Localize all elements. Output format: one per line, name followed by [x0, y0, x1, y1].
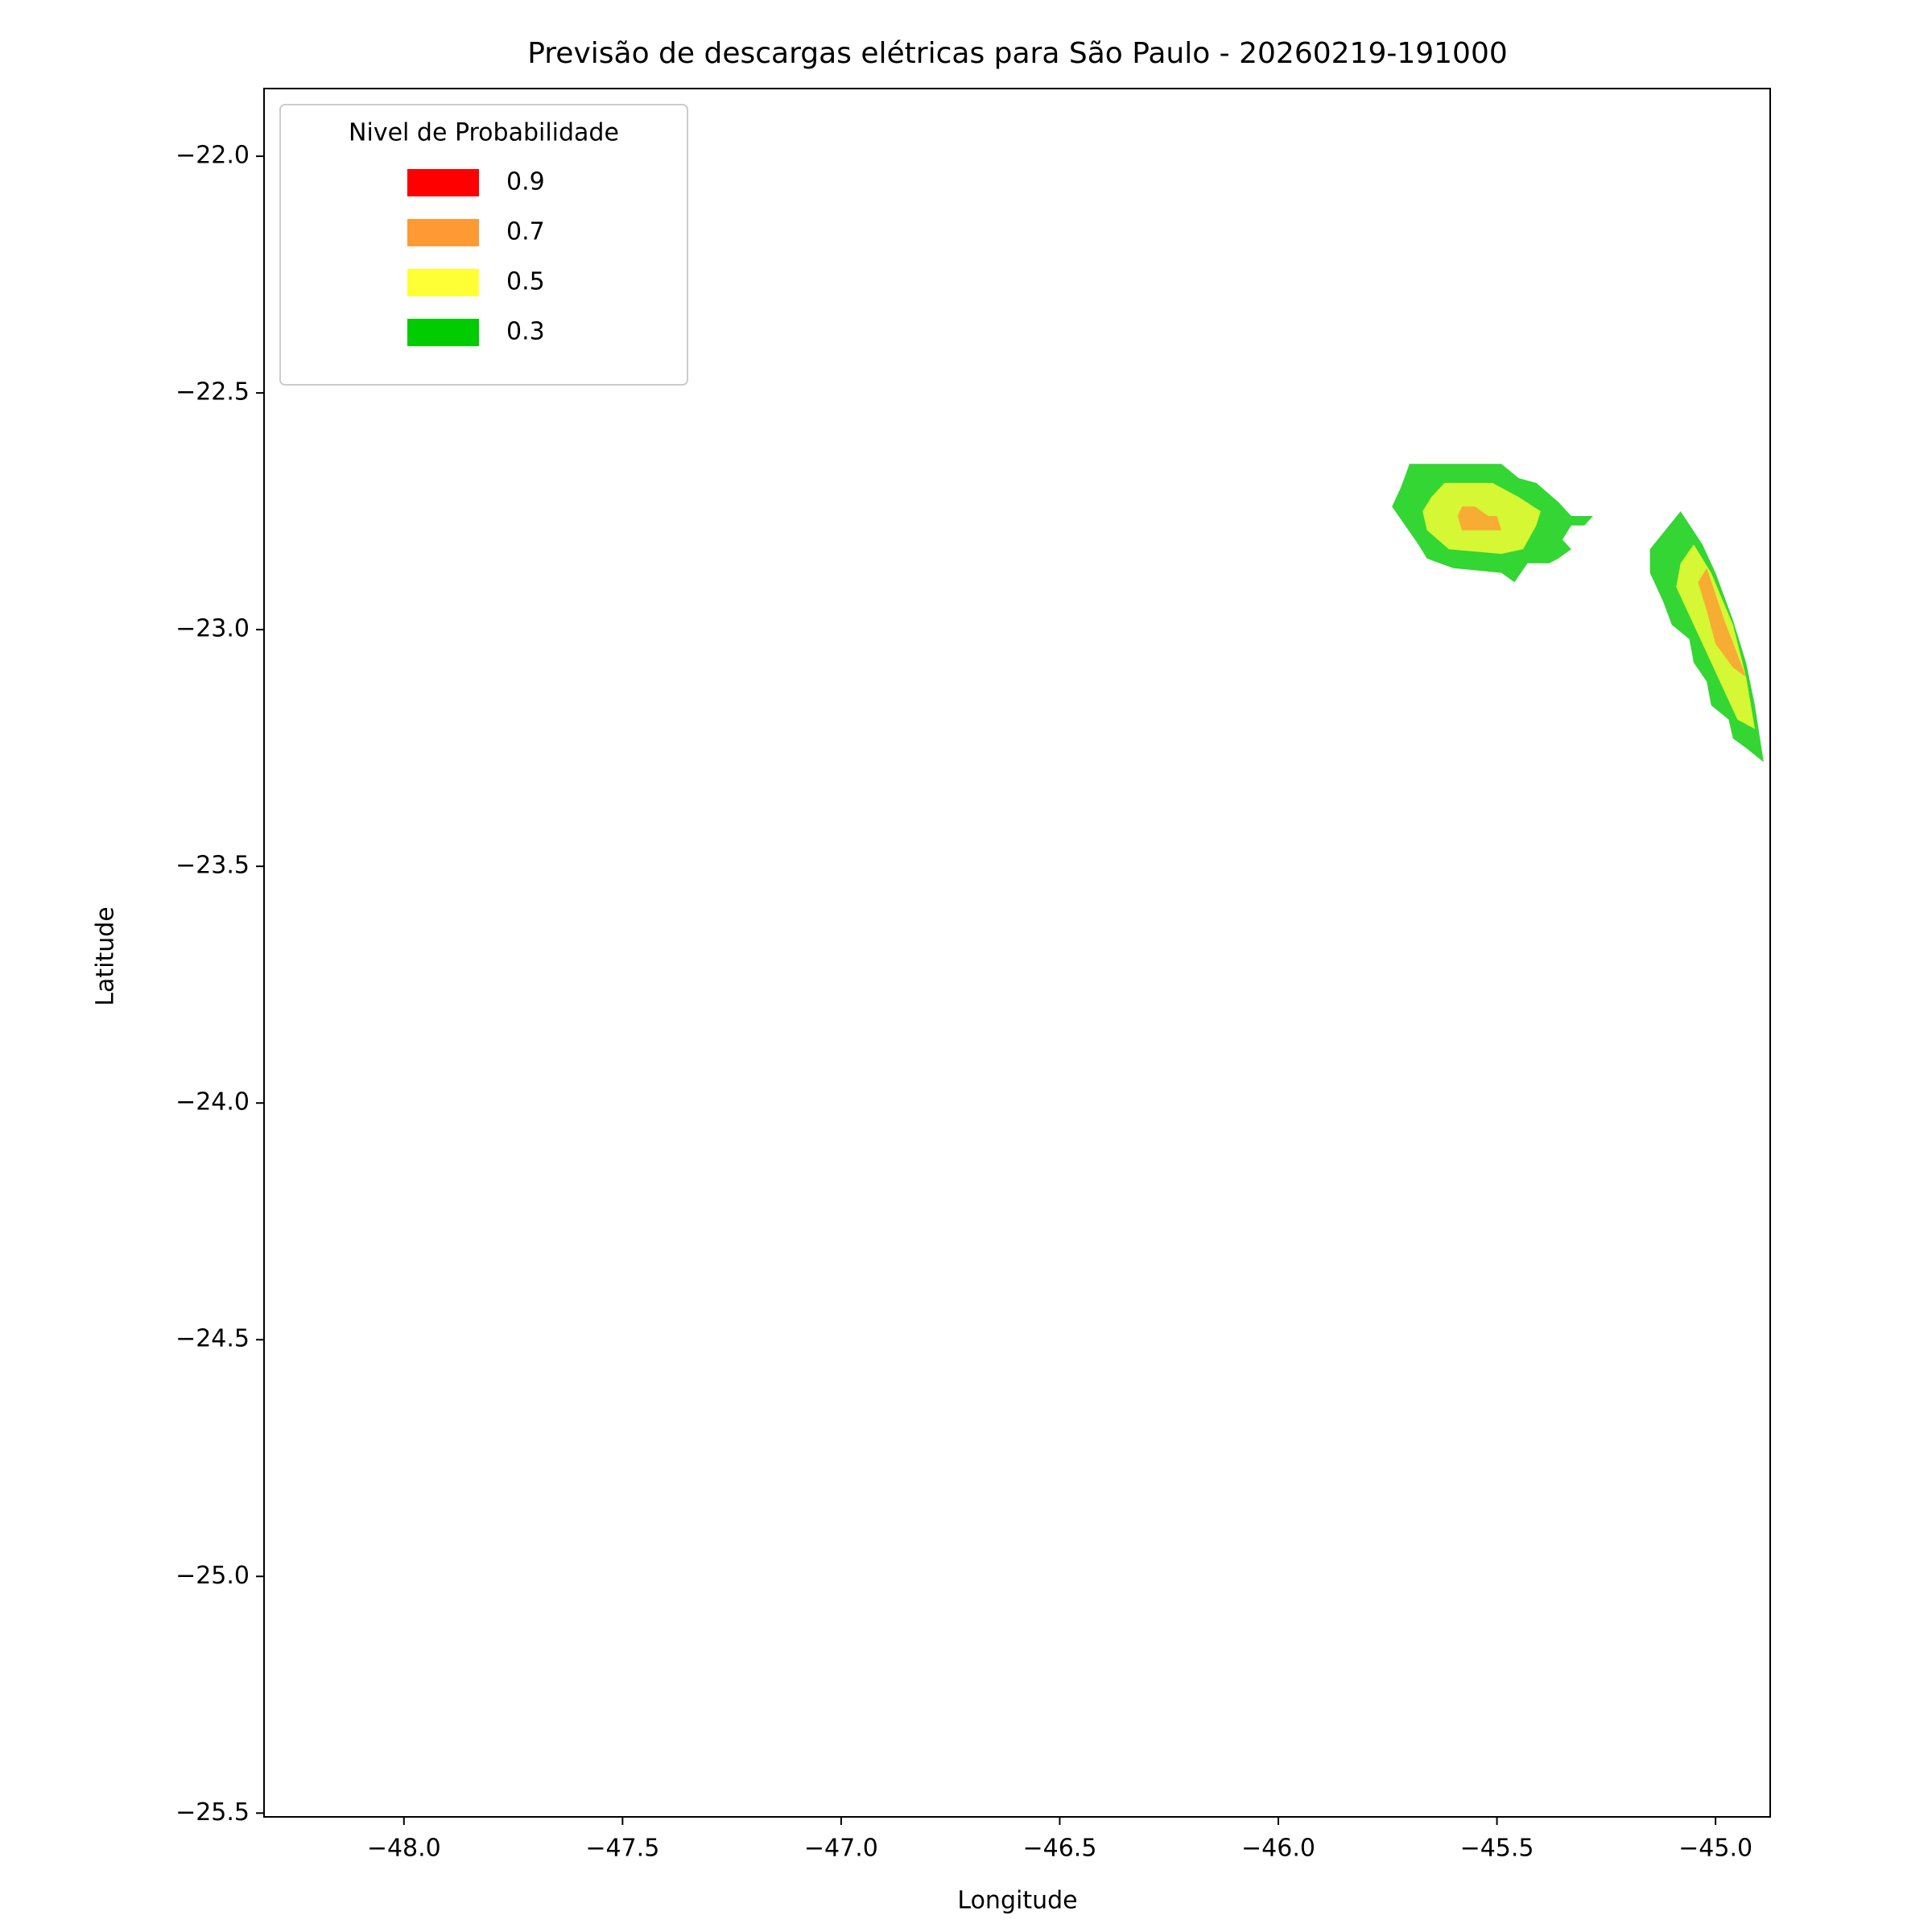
y-tick-label: −22.5 [175, 378, 250, 407]
legend-swatch [407, 219, 479, 246]
y-tick-label: −25.0 [175, 1562, 250, 1590]
legend-label: 0.9 [506, 168, 545, 196]
y-axis-label: Latitude [92, 906, 120, 1005]
y-tick-label: −24.0 [175, 1088, 250, 1117]
axes-frame [263, 88, 1771, 1818]
x-axis-label: Longitude [957, 1887, 1077, 1915]
legend-box [279, 104, 688, 386]
y-tick-label: −25.5 [175, 1798, 250, 1827]
x-tick-label: −46.0 [1241, 1835, 1315, 1863]
x-tick-label: −45.5 [1460, 1835, 1534, 1863]
y-tick-label: −23.0 [175, 615, 250, 643]
legend-label: 0.3 [506, 318, 545, 346]
legend-swatch [407, 319, 479, 346]
contour-region [1457, 506, 1501, 530]
x-tick-label: −47.0 [804, 1835, 878, 1863]
legend-swatch [407, 269, 479, 296]
y-tick-label: −23.5 [175, 852, 250, 880]
y-tick-label: −24.5 [175, 1325, 250, 1353]
legend-label: 0.7 [506, 218, 545, 246]
contour-region [1698, 568, 1747, 677]
x-tick-label: −45.0 [1678, 1835, 1752, 1863]
legend-swatch [407, 169, 479, 196]
x-tick-label: −48.0 [367, 1835, 441, 1863]
x-tick-label: −46.5 [1022, 1835, 1096, 1863]
x-tick-label: −47.5 [585, 1835, 659, 1863]
y-tick-label: −22.0 [175, 142, 250, 170]
legend-title: Nivel de Probabilidade [349, 119, 619, 147]
legend-label: 0.5 [506, 268, 545, 296]
chart-title: Previsão de descargas elétricas para São… [527, 37, 1508, 70]
